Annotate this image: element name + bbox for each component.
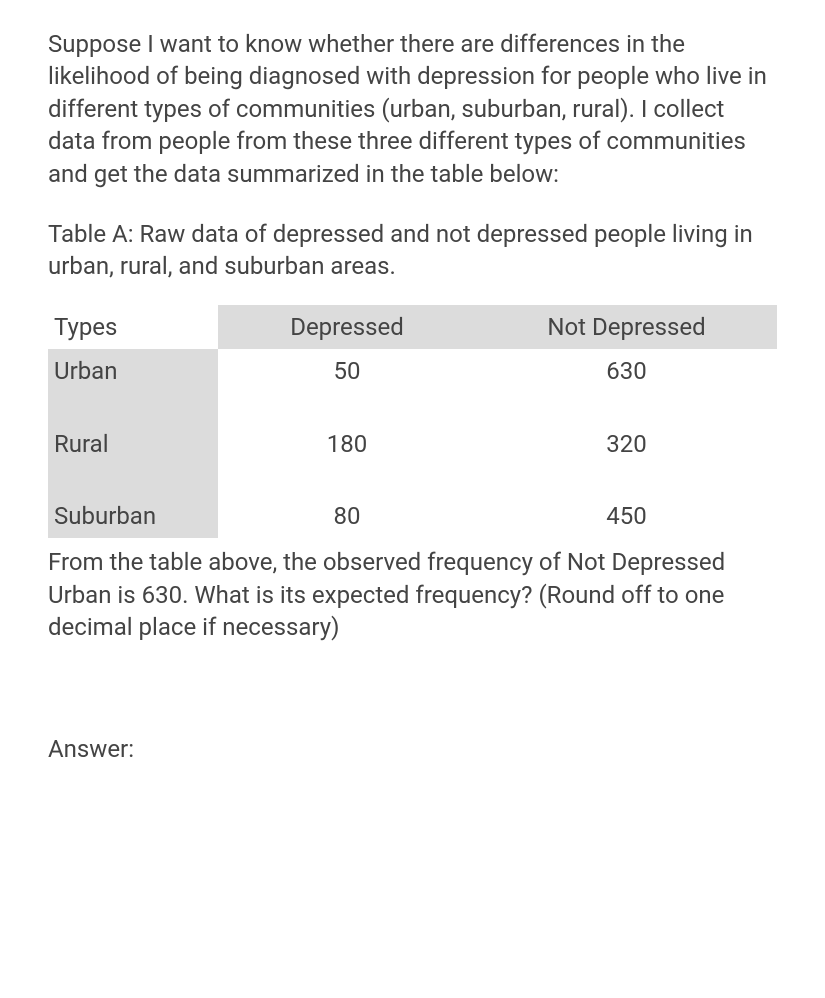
- cell-depressed: 50: [218, 349, 478, 421]
- table-row: Suburban 80 450: [48, 494, 777, 538]
- row-label: Urban: [48, 349, 218, 421]
- cell-not-depressed: 320: [478, 422, 777, 494]
- answer-label: Answer:: [48, 733, 777, 765]
- cell-depressed: 80: [218, 494, 478, 538]
- row-label: Rural: [48, 422, 218, 494]
- header-not-depressed: Not Depressed: [478, 305, 777, 349]
- cell-not-depressed: 450: [478, 494, 777, 538]
- row-label: Suburban: [48, 494, 218, 538]
- table-header-row: Types Depressed Not Depressed: [48, 305, 777, 349]
- data-table: Types Depressed Not Depressed Urban 50 6…: [48, 305, 777, 539]
- header-types: Types: [48, 305, 218, 349]
- intro-paragraph: Suppose I want to know whether there are…: [48, 28, 777, 190]
- table-row: Rural 180 320: [48, 422, 777, 494]
- cell-not-depressed: 630: [478, 349, 777, 421]
- question-paragraph: From the table above, the observed frequ…: [48, 546, 777, 643]
- header-depressed: Depressed: [218, 305, 478, 349]
- table-caption: Table A: Raw data of depressed and not d…: [48, 218, 777, 283]
- cell-depressed: 180: [218, 422, 478, 494]
- table-row: Urban 50 630: [48, 349, 777, 421]
